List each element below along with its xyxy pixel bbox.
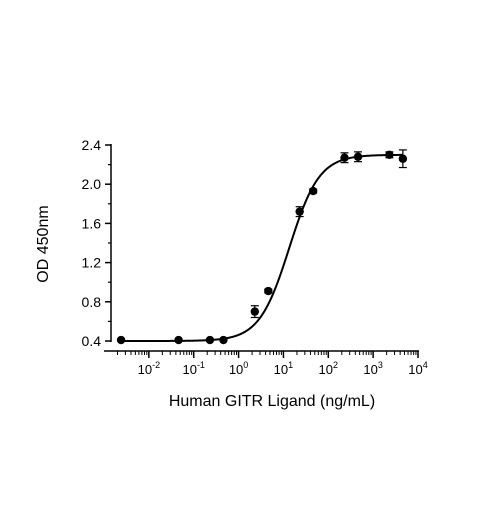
x-tick-label: 100: [229, 360, 248, 377]
y-tick-label: 0.8: [82, 294, 102, 310]
tick-labels: 0.4 0.8 1.2 1.6 2.0 2.4 10-2 10-1 100 101 102 103 10…: [82, 137, 428, 377]
x-tick-label: 10-2: [138, 360, 160, 377]
data-point: [398, 154, 408, 163]
x-tick-label: 103: [363, 360, 382, 377]
x-tick-label: 102: [319, 360, 338, 377]
data-point: [385, 150, 394, 159]
data-point: [295, 207, 304, 216]
x-axis-label: Human GITR Ligand (ng/mL): [169, 393, 375, 410]
data-point: [340, 153, 349, 162]
y-tick-label: 2.0: [82, 176, 102, 192]
y-tick-label: 1.2: [82, 255, 102, 271]
data-point: [250, 307, 259, 316]
y-axis-label: OD 450nm: [35, 205, 52, 282]
x-tick-label: 10-1: [182, 360, 204, 377]
y-tick-label: 2.4: [82, 137, 102, 153]
data-points: [116, 149, 408, 345]
data-point: [308, 186, 318, 196]
data-point: [264, 286, 273, 296]
data-point: [205, 335, 215, 345]
data-point: [174, 335, 183, 345]
data-point: [116, 335, 126, 345]
fit-curve: [121, 153, 403, 342]
y-tick-label: 0.4: [82, 333, 102, 349]
x-tick-label: 101: [274, 360, 293, 377]
y-tick-label: 1.6: [82, 215, 102, 231]
data-point: [219, 335, 228, 345]
axes: [104, 144, 419, 358]
x-tick-label: 104: [408, 360, 427, 377]
data-point: [353, 152, 363, 161]
